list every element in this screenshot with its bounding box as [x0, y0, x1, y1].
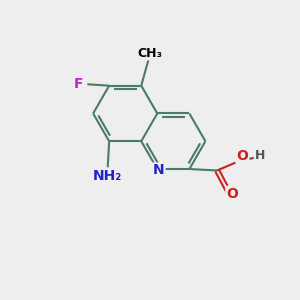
- Text: NH₂: NH₂: [93, 169, 122, 183]
- Text: H: H: [255, 149, 265, 162]
- Text: N: N: [153, 164, 165, 178]
- Text: CH₃: CH₃: [137, 46, 163, 59]
- Text: F: F: [74, 77, 83, 91]
- Text: O: O: [236, 149, 248, 163]
- Text: O: O: [226, 187, 238, 201]
